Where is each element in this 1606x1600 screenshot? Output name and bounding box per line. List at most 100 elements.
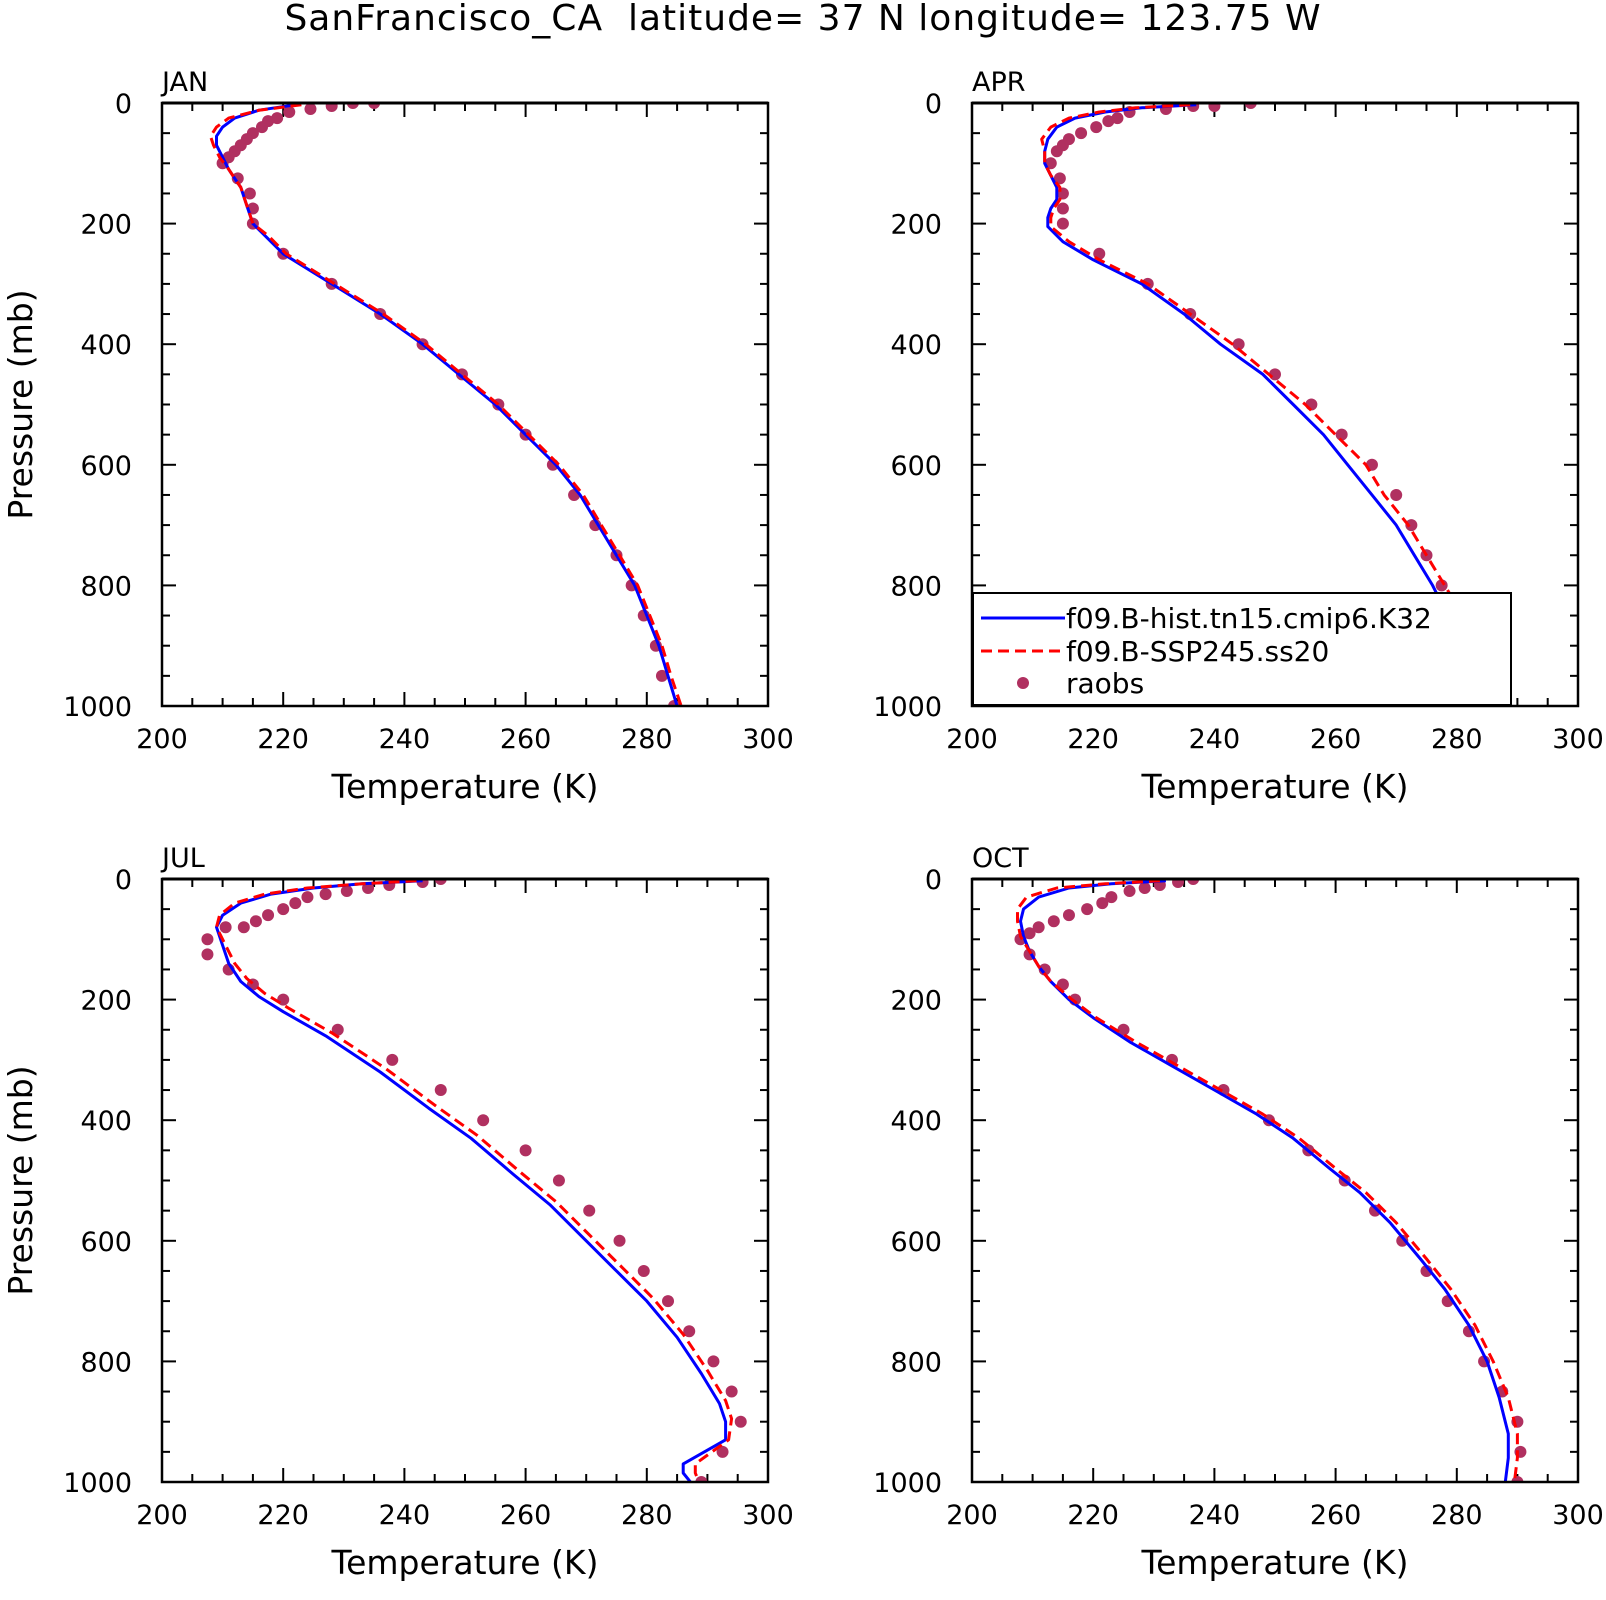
- panel-jan: JAN 200 220 240 260 280 300 0 200 400 600 800 1000 Te…: [1, 67, 794, 806]
- y-tick-label: 800: [890, 1347, 942, 1378]
- plot-area: [1040, 103, 1500, 706]
- x-axis-label: Temperature (K): [1141, 1543, 1409, 1582]
- x-axis-label: Temperature (K): [331, 767, 599, 806]
- raobs-point: [1405, 519, 1418, 532]
- y-tick-label: 400: [80, 1106, 132, 1137]
- raobs-point: [237, 921, 250, 934]
- plot-frame: [970, 877, 1580, 1484]
- series-line-f09-b-ssp245-ss20: [1040, 103, 1495, 706]
- x-axis-label: Temperature (K): [331, 1543, 599, 1582]
- x-tick-label: 240: [1189, 724, 1241, 755]
- x-tick-label: 260: [500, 724, 552, 755]
- figure-title: SanFrancisco_CA latitude= 37 N longitude…: [284, 0, 1321, 39]
- raobs-point: [277, 903, 290, 916]
- raobs-point: [1435, 579, 1448, 592]
- raobs-point: [716, 1445, 729, 1458]
- raobs-point: [1062, 909, 1075, 922]
- raobs-point: [386, 1053, 399, 1066]
- legend-marker-raobs: [1017, 677, 1029, 689]
- raobs-point: [1075, 127, 1088, 140]
- raobs-point: [613, 1234, 626, 1247]
- raobs-point: [434, 1084, 447, 1097]
- series-line-f09-b-ssp245-ss20: [215, 879, 734, 1482]
- plot-area: [201, 879, 747, 1482]
- y-tick-label: 1000: [873, 692, 942, 723]
- raobs-point: [1081, 903, 1094, 916]
- x-tick-label: 300: [742, 724, 794, 755]
- raobs-point: [1208, 103, 1221, 113]
- raobs-point: [331, 1023, 344, 1036]
- y-tick-label: 800: [80, 571, 132, 602]
- raobs-point: [589, 519, 602, 532]
- raobs-point: [325, 103, 338, 113]
- y-tick-label: 200: [890, 210, 942, 241]
- x-tick-label: 220: [257, 724, 309, 755]
- y-tick-label: 200: [80, 986, 132, 1017]
- raobs-point: [662, 1295, 675, 1308]
- x-tick-label: 220: [257, 1500, 309, 1531]
- raobs-point: [243, 187, 256, 200]
- x-tick-label: 200: [946, 724, 998, 755]
- raobs-point: [1123, 885, 1136, 898]
- y-tick-label: 0: [925, 865, 942, 896]
- x-tick-label: 260: [1310, 724, 1362, 755]
- raobs-point: [231, 172, 244, 185]
- y-tick-label: 1000: [873, 1468, 942, 1499]
- raobs-point: [219, 921, 232, 934]
- x-tick-label: 280: [621, 1500, 673, 1531]
- raobs-point: [1138, 882, 1151, 895]
- raobs-point: [1023, 927, 1036, 940]
- panel-label: OCT: [972, 843, 1029, 874]
- x-tick-label: 300: [742, 1500, 794, 1531]
- series-line-f09-b-ssp245-ss20: [1016, 879, 1519, 1482]
- series-line-f09-b-hist-tn15-cmip6-k32: [1019, 879, 1510, 1482]
- raobs-point: [262, 909, 275, 922]
- raobs-point: [1232, 338, 1245, 351]
- y-tick-label: 400: [890, 1106, 942, 1137]
- x-tick-label: 300: [1552, 1500, 1604, 1531]
- raobs-point: [707, 1355, 720, 1368]
- raobs-point: [1050, 145, 1063, 158]
- plot-area: [1014, 879, 1527, 1482]
- x-tick-label: 240: [379, 1500, 431, 1531]
- x-tick-label: 260: [1310, 1500, 1362, 1531]
- panel-label: APR: [972, 67, 1026, 98]
- y-tick-label: 0: [925, 89, 942, 120]
- raobs-point: [1335, 428, 1348, 441]
- raobs-point: [655, 669, 668, 682]
- legend-label-raobs: raobs: [1066, 667, 1144, 700]
- raobs-point: [1396, 1234, 1409, 1247]
- raobs-point: [1056, 202, 1069, 215]
- legend: f09.B-hist.tn15.cmip6.K32 f09.B-SSP245.s…: [972, 592, 1512, 706]
- x-tick-label: 280: [1431, 724, 1483, 755]
- panel-oct: OCT 200 220 240 260 280 300 0 200 400 600 800 1000 Te…: [873, 843, 1603, 1582]
- y-tick-label: 0: [115, 865, 132, 896]
- raobs-point: [201, 933, 214, 946]
- series-line-f09-b-hist-tn15-cmip6-k32: [215, 103, 679, 706]
- y-tick-label: 600: [890, 1227, 942, 1258]
- y-tick-label: 600: [80, 451, 132, 482]
- series-line-f09-b-hist-tn15-cmip6-k32: [1043, 103, 1489, 706]
- y-tick-label: 200: [80, 210, 132, 241]
- raobs-point: [289, 897, 302, 910]
- raobs-point: [552, 1174, 565, 1187]
- legend-label-ssp245: f09.B-SSP245.ss20: [1066, 635, 1329, 668]
- raobs-point: [1047, 915, 1060, 928]
- raobs-point: [1111, 112, 1124, 125]
- raobs-point: [725, 1385, 738, 1398]
- raobs-point: [319, 888, 332, 901]
- y-tick-label: 600: [80, 1227, 132, 1258]
- raobs-point: [734, 1415, 747, 1428]
- raobs-point: [1056, 217, 1069, 230]
- plot-area: [209, 103, 683, 706]
- raobs-point: [1172, 879, 1185, 889]
- raobs-point: [301, 891, 314, 904]
- raobs-point: [283, 106, 296, 119]
- x-tick-label: 200: [136, 1500, 188, 1531]
- panel-label: JUL: [160, 843, 205, 874]
- y-tick-label: 1000: [63, 692, 132, 723]
- raobs-point: [304, 103, 317, 116]
- y-axis-label: Pressure (mb): [1, 1065, 40, 1295]
- raobs-point: [271, 112, 284, 125]
